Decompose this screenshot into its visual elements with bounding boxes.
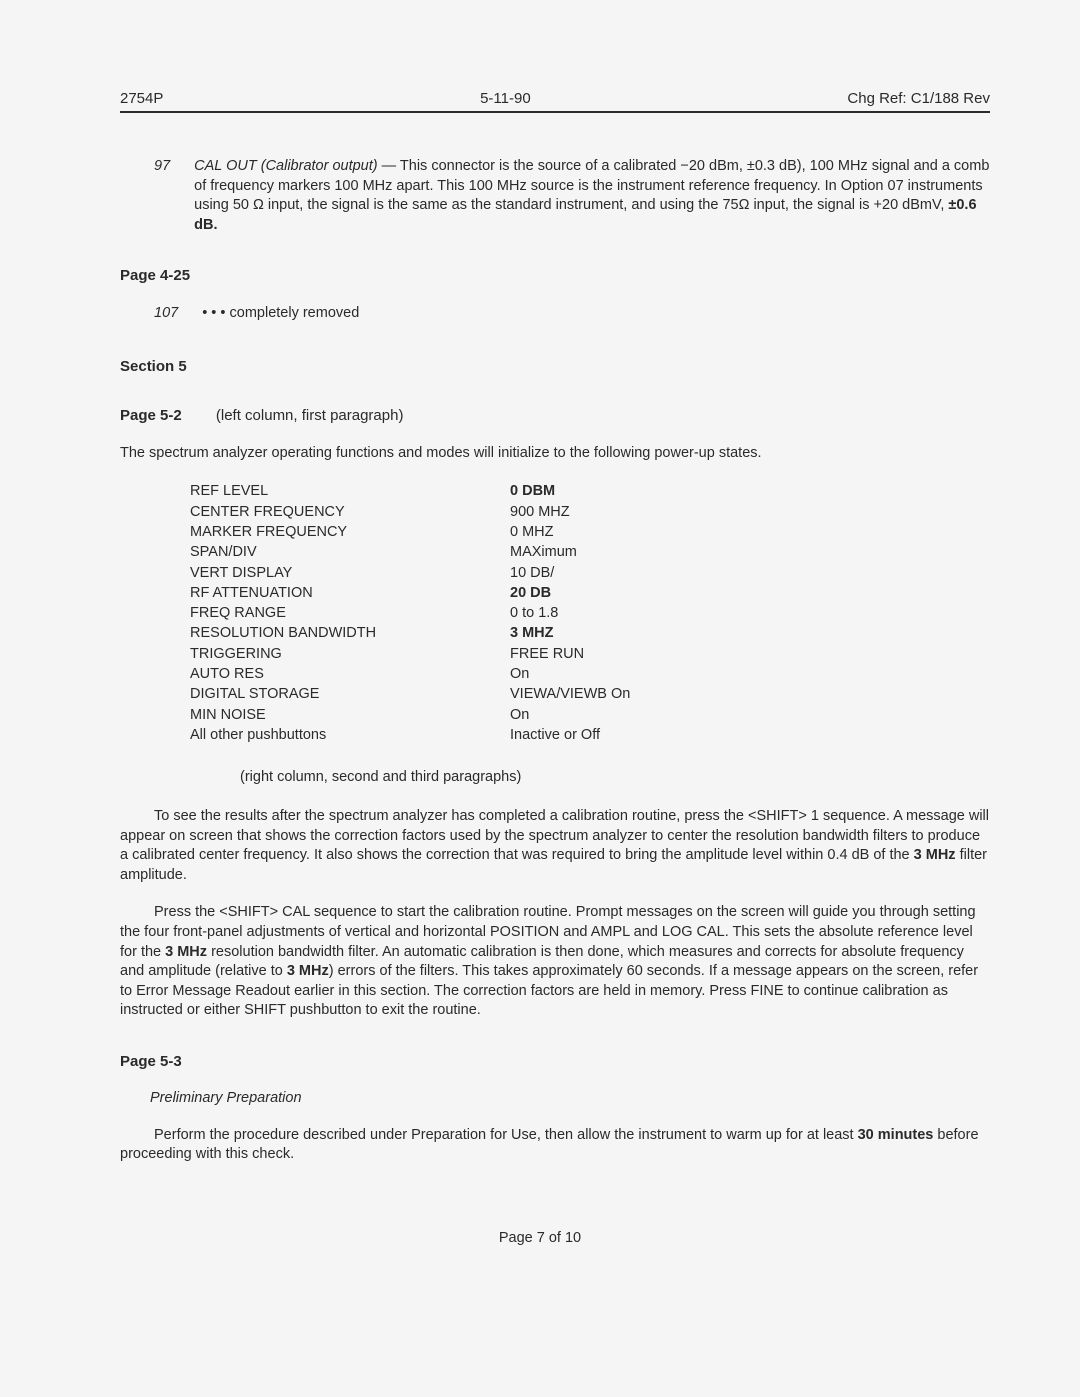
param-name: AUTO RES [190, 664, 510, 684]
table-row: AUTO RESOn [190, 664, 990, 684]
table-row: MIN NOISEOn [190, 705, 990, 725]
param-value: 10 DB/ [510, 563, 990, 583]
item-97: 97 CAL OUT (Calibrator output) — This co… [120, 157, 990, 235]
table-row: VERT DISPLAY10 DB/ [190, 563, 990, 583]
param-name: RF ATTENUATION [190, 583, 510, 603]
table-row: RESOLUTION BANDWIDTH3 MHZ [190, 623, 990, 643]
para-shift1: To see the results after the spectrum an… [120, 807, 990, 885]
right-column-note: (right column, second and third paragrap… [240, 769, 990, 785]
param-value: 3 MHZ [510, 623, 990, 643]
param-name: CENTER FREQUENCY [190, 502, 510, 522]
param-name: SPAN/DIV [190, 542, 510, 562]
header-center: 5-11-90 [480, 90, 531, 107]
table-row: DIGITAL STORAGEVIEWA/VIEWB On [190, 684, 990, 704]
item-text: • • • completely removed [202, 304, 990, 324]
page-label: Page 4-25 [120, 267, 190, 284]
preliminary-preparation: Preliminary Preparation [150, 1090, 990, 1106]
table-row: REF LEVEL0 DBM [190, 481, 990, 501]
table-row: FREQ RANGE0 to 1.8 [190, 603, 990, 623]
table-row: SPAN/DIVMAXimum [190, 542, 990, 562]
item-text: CAL OUT (Calibrator output) — This conne… [194, 157, 990, 235]
param-name: TRIGGERING [190, 644, 510, 664]
page-footer: Page 7 of 10 [0, 1230, 1080, 1246]
header-left: 2754P [120, 90, 163, 107]
param-name: VERT DISPLAY [190, 563, 510, 583]
param-name: MIN NOISE [190, 705, 510, 725]
table-row: All other pushbuttonsInactive or Off [190, 725, 990, 745]
page-4-25-head: Page 4-25 [120, 267, 990, 284]
page-label: Page 5-3 [120, 1053, 182, 1070]
param-name: REF LEVEL [190, 481, 510, 501]
table-row: MARKER FREQUENCY0 MHZ [190, 522, 990, 542]
cal-out-title: CAL OUT (Calibrator output) [194, 158, 377, 174]
page-5-2-head: Page 5-2 (left column, first paragraph) [120, 407, 990, 424]
bold-30min: 30 minutes [858, 1127, 934, 1143]
text: To see the results after the spectrum an… [120, 808, 989, 863]
section-5-head: Section 5 [120, 358, 990, 375]
page-header: 2754P 5-11-90 Chg Ref: C1/188 Rev [120, 90, 990, 113]
param-value: 900 MHZ [510, 502, 990, 522]
page-5-3-head: Page 5-3 [120, 1053, 990, 1070]
param-value: 20 DB [510, 583, 990, 603]
param-name: RESOLUTION BANDWIDTH [190, 623, 510, 643]
para-shift-cal: Press the <SHIFT> CAL sequence to start … [120, 903, 990, 1020]
param-value: 0 DBM [510, 481, 990, 501]
table-row: RF ATTENUATION20 DB [190, 583, 990, 603]
para-prep: Perform the procedure described under Pr… [120, 1126, 990, 1165]
item-107: 107 • • • completely removed [120, 304, 990, 324]
page-label: Page 5-2 [120, 407, 182, 424]
bold-3mhz: 3 MHz [914, 847, 956, 863]
table-row: TRIGGERINGFREE RUN [190, 644, 990, 664]
param-value: VIEWA/VIEWB On [510, 684, 990, 704]
page-5-2-intro: The spectrum analyzer operating function… [120, 444, 990, 464]
document-page: 2754P 5-11-90 Chg Ref: C1/188 Rev 97 CAL… [120, 90, 990, 1183]
param-value: Inactive or Off [510, 725, 990, 745]
param-value: 0 MHZ [510, 522, 990, 542]
bold-3mhz: 3 MHz [165, 944, 207, 960]
item-number: 107 [154, 304, 178, 324]
bold-3mhz: 3 MHz [287, 963, 329, 979]
header-right: Chg Ref: C1/188 Rev [847, 90, 990, 107]
page-note: (left column, first paragraph) [216, 407, 404, 424]
param-value: On [510, 705, 990, 725]
param-value: 0 to 1.8 [510, 603, 990, 623]
item-number: 97 [154, 157, 170, 235]
param-name: All other pushbuttons [190, 725, 510, 745]
param-name: FREQ RANGE [190, 603, 510, 623]
param-name: MARKER FREQUENCY [190, 522, 510, 542]
param-value: On [510, 664, 990, 684]
text: Perform the procedure described under Pr… [154, 1127, 858, 1143]
param-value: MAXimum [510, 542, 990, 562]
param-value: FREE RUN [510, 644, 990, 664]
param-name: DIGITAL STORAGE [190, 684, 510, 704]
table-row: CENTER FREQUENCY900 MHZ [190, 502, 990, 522]
power-up-states-table: REF LEVEL0 DBMCENTER FREQUENCY900 MHZMAR… [190, 481, 990, 745]
